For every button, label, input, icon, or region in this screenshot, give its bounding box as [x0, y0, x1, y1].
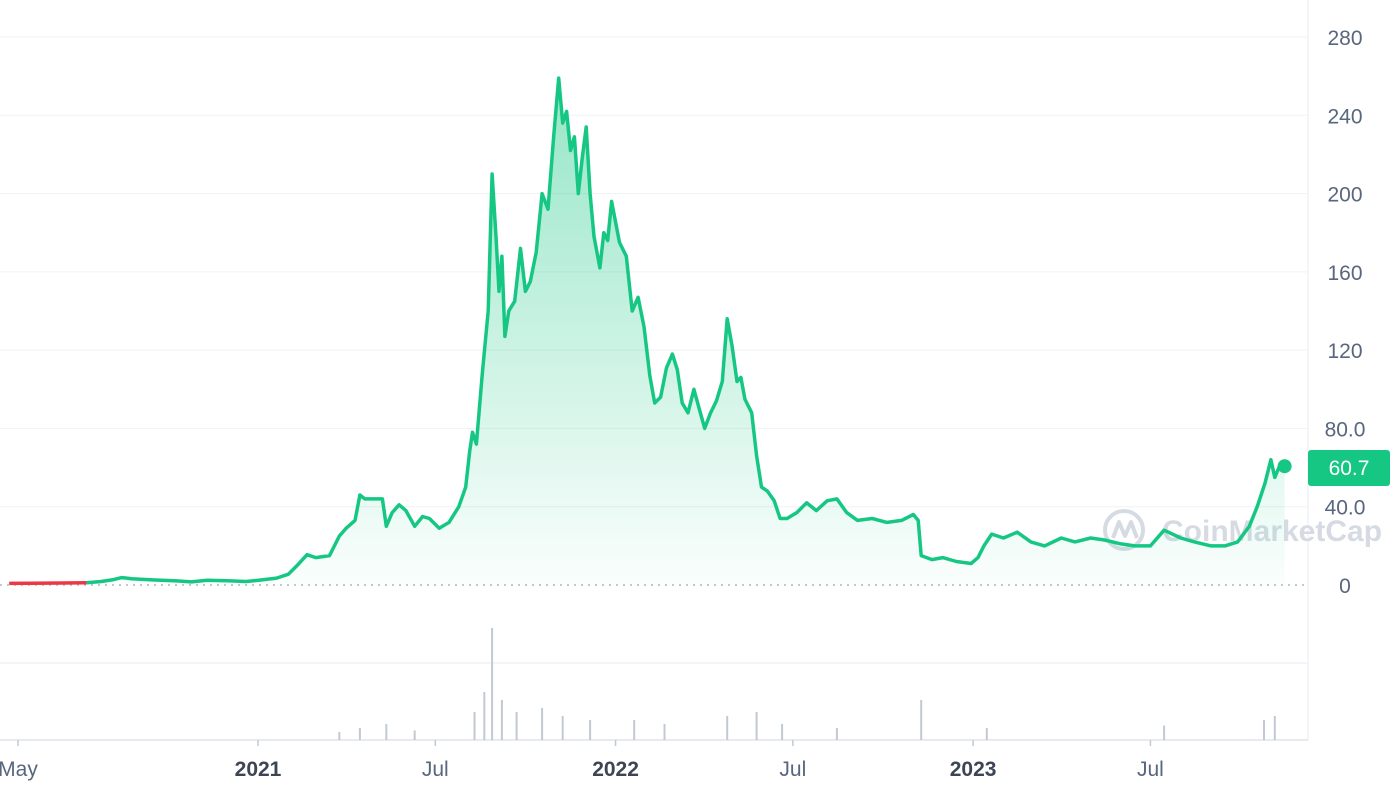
price-lines	[9, 76, 1285, 586]
y-tick-label: 200	[1327, 184, 1362, 207]
volume-bar	[338, 732, 341, 740]
price-area	[86, 78, 1285, 585]
volume-bar	[1273, 716, 1276, 740]
volume-bar	[589, 720, 592, 740]
price-line-down	[9, 580, 87, 586]
volume-bar	[491, 628, 494, 740]
y-tick-label: 160	[1327, 262, 1362, 285]
x-tick-label: 2023	[950, 758, 997, 781]
x-tick-label: Jul	[1137, 758, 1164, 781]
volume-bar	[541, 708, 544, 740]
volume-bar	[385, 724, 388, 740]
volume-bar	[663, 724, 666, 740]
grid-lines	[0, 0, 1309, 741]
x-tick-label: 2021	[235, 758, 282, 781]
volume-bar	[358, 728, 361, 740]
y-tick-label: 40.0	[1325, 497, 1366, 520]
y-tick-label: 0	[1339, 575, 1351, 598]
price-line-up	[86, 76, 1285, 585]
last-price-dot	[1277, 459, 1292, 474]
volume-bars	[338, 628, 1276, 740]
volume-bar	[1163, 725, 1166, 740]
volume-bar	[561, 716, 564, 740]
y-tick-label: 280	[1327, 27, 1362, 50]
x-axis-ticks: May 2021 Jul 2022 Jul 2023 Jul	[0, 740, 1164, 781]
volume-bar	[483, 692, 486, 740]
y-tick-label: 240	[1327, 105, 1362, 128]
volume-bar	[633, 720, 636, 740]
volume-bar	[920, 700, 923, 740]
volume-bar	[781, 724, 784, 740]
volume-bar	[413, 730, 416, 740]
volume-bar	[473, 712, 476, 740]
x-tick-label: 2022	[592, 758, 639, 781]
current-price-label: 60.7	[1329, 457, 1370, 480]
volume-bar	[500, 700, 503, 740]
x-tick-label: Jul	[779, 758, 806, 781]
volume-bar	[515, 712, 518, 740]
current-price-marker: 60.7	[1277, 450, 1390, 486]
volume-bar	[726, 716, 729, 740]
volume-bar	[985, 728, 988, 740]
current-price-badge	[1308, 450, 1390, 486]
volume-bar	[1263, 720, 1265, 740]
y-tick-label: 120	[1327, 340, 1362, 363]
volume-bar	[755, 712, 758, 740]
x-tick-label: Jul	[422, 758, 449, 781]
x-tick-label: May	[0, 758, 38, 781]
volume-bar	[835, 728, 838, 740]
price-area-fill	[86, 78, 1285, 585]
y-axis-ticks: 0 40.0 80.0 120 160 200 240 280	[1325, 27, 1366, 598]
y-tick-label: 80.0	[1325, 418, 1366, 441]
